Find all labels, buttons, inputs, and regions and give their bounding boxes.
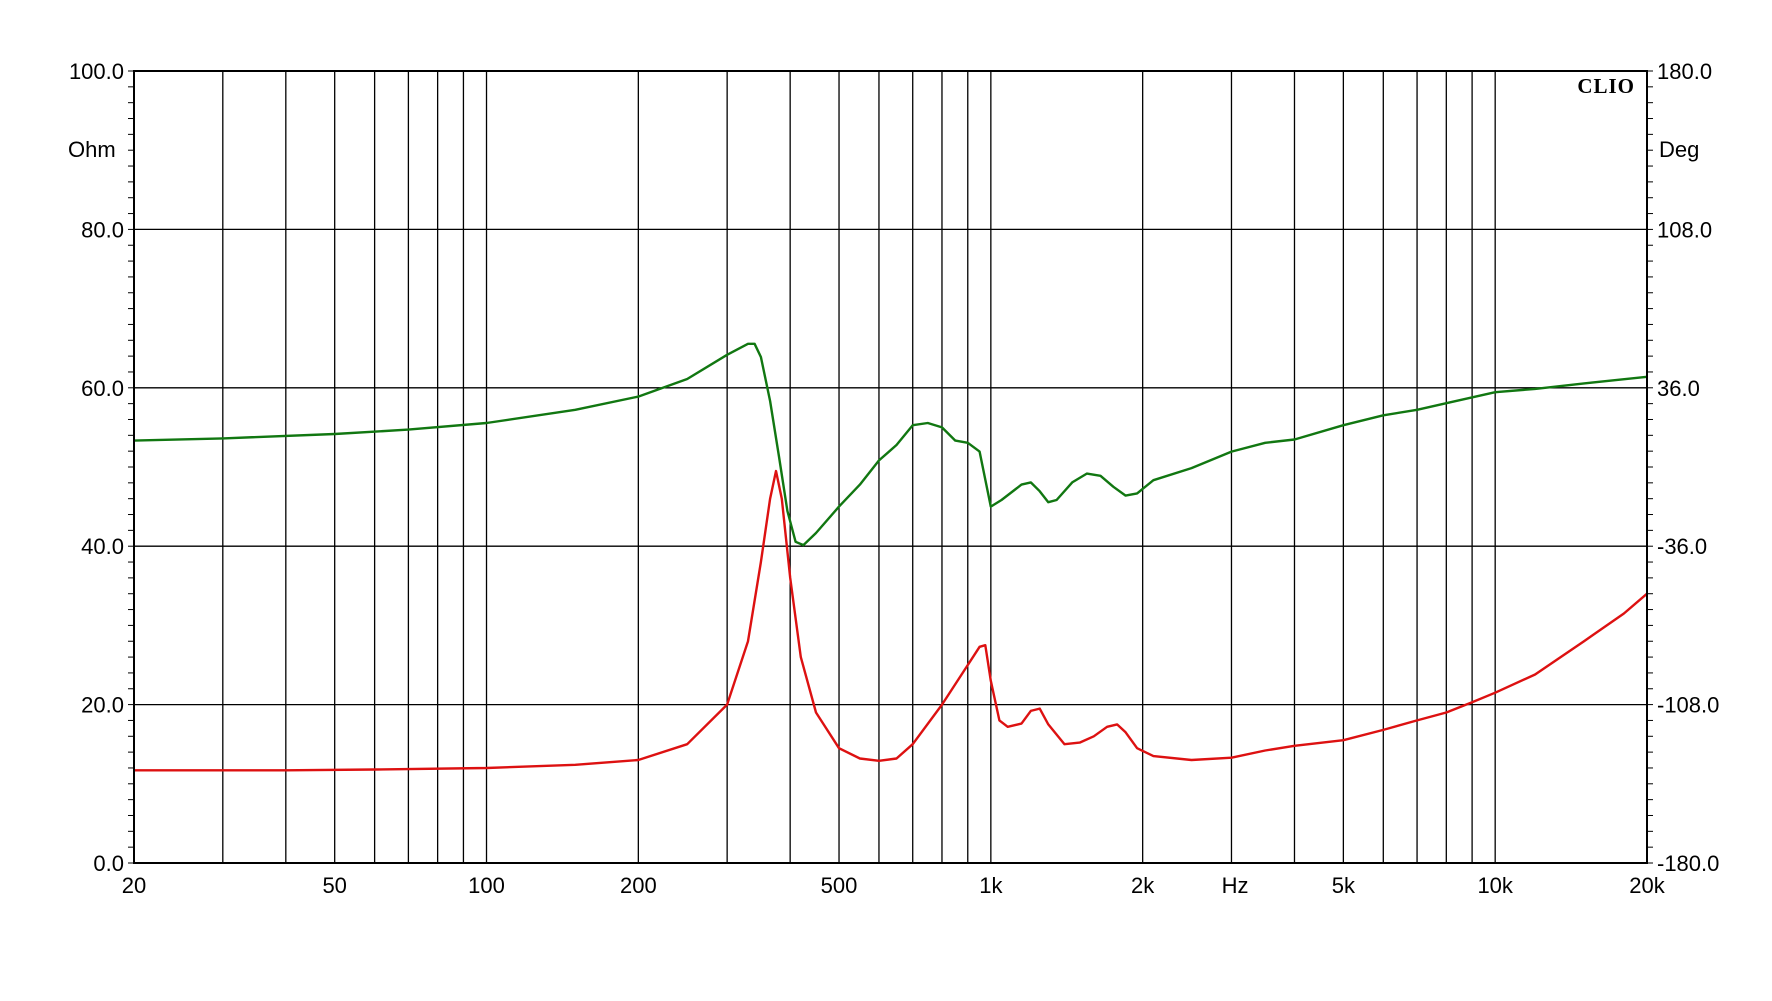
y-right-tick-label: -36.0 xyxy=(1657,534,1707,559)
y-right-tick-label: 108.0 xyxy=(1657,217,1712,242)
series-layer xyxy=(133,342,1648,772)
series-line-1 xyxy=(134,469,1648,772)
x-tick-label: 50 xyxy=(322,873,346,898)
x-tick-label: 10k xyxy=(1477,873,1513,898)
y-right-tick-label: -108.0 xyxy=(1657,693,1719,718)
y-right-tick-label: 180.0 xyxy=(1657,59,1712,84)
grid xyxy=(128,70,1653,864)
y-left-tick-label: 0.0 xyxy=(93,851,124,876)
plot-frame xyxy=(133,70,1648,864)
y-left-tick-label: 80.0 xyxy=(81,217,124,242)
y-left-tick-label: 60.0 xyxy=(81,376,124,401)
x-tick-label: 2k xyxy=(1131,873,1155,898)
brand-label: CLIO xyxy=(1577,74,1635,98)
tick-labels: 20 50 100 200 500 1k 2k 5k 10k 20k 0.0 20.0 40.0 60.0… xyxy=(69,59,1719,898)
x-unit-label: Hz xyxy=(1222,873,1249,898)
x-tick-label: 200 xyxy=(620,873,657,898)
y-right-tick-label: -180.0 xyxy=(1657,851,1719,876)
x-tick-label: 20k xyxy=(1629,873,1665,898)
y-right-unit-label: Deg xyxy=(1659,137,1699,162)
x-tick-label: 500 xyxy=(821,873,858,898)
x-tick-label: 100 xyxy=(468,873,505,898)
x-tick-label: 5k xyxy=(1332,873,1356,898)
x-tick-label: 20 xyxy=(122,873,146,898)
y-left-unit-label: Ohm xyxy=(68,137,116,162)
y-left-tick-label: 40.0 xyxy=(81,534,124,559)
y-right-tick-label: 36.0 xyxy=(1657,376,1700,401)
x-tick-label: 1k xyxy=(979,873,1003,898)
y-left-tick-label: 20.0 xyxy=(81,693,124,718)
series-line-2 xyxy=(133,342,1648,547)
y-left-tick-label: 100.0 xyxy=(69,59,124,84)
